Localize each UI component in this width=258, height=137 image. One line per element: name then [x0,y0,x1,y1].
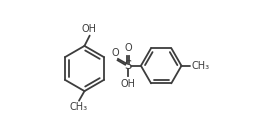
Text: O: O [111,48,119,58]
Text: OH: OH [120,79,135,89]
Text: OH: OH [82,24,97,34]
Text: S: S [124,59,132,72]
Text: O: O [124,43,132,53]
Text: CH₃: CH₃ [191,61,209,71]
Text: CH₃: CH₃ [70,102,88,112]
